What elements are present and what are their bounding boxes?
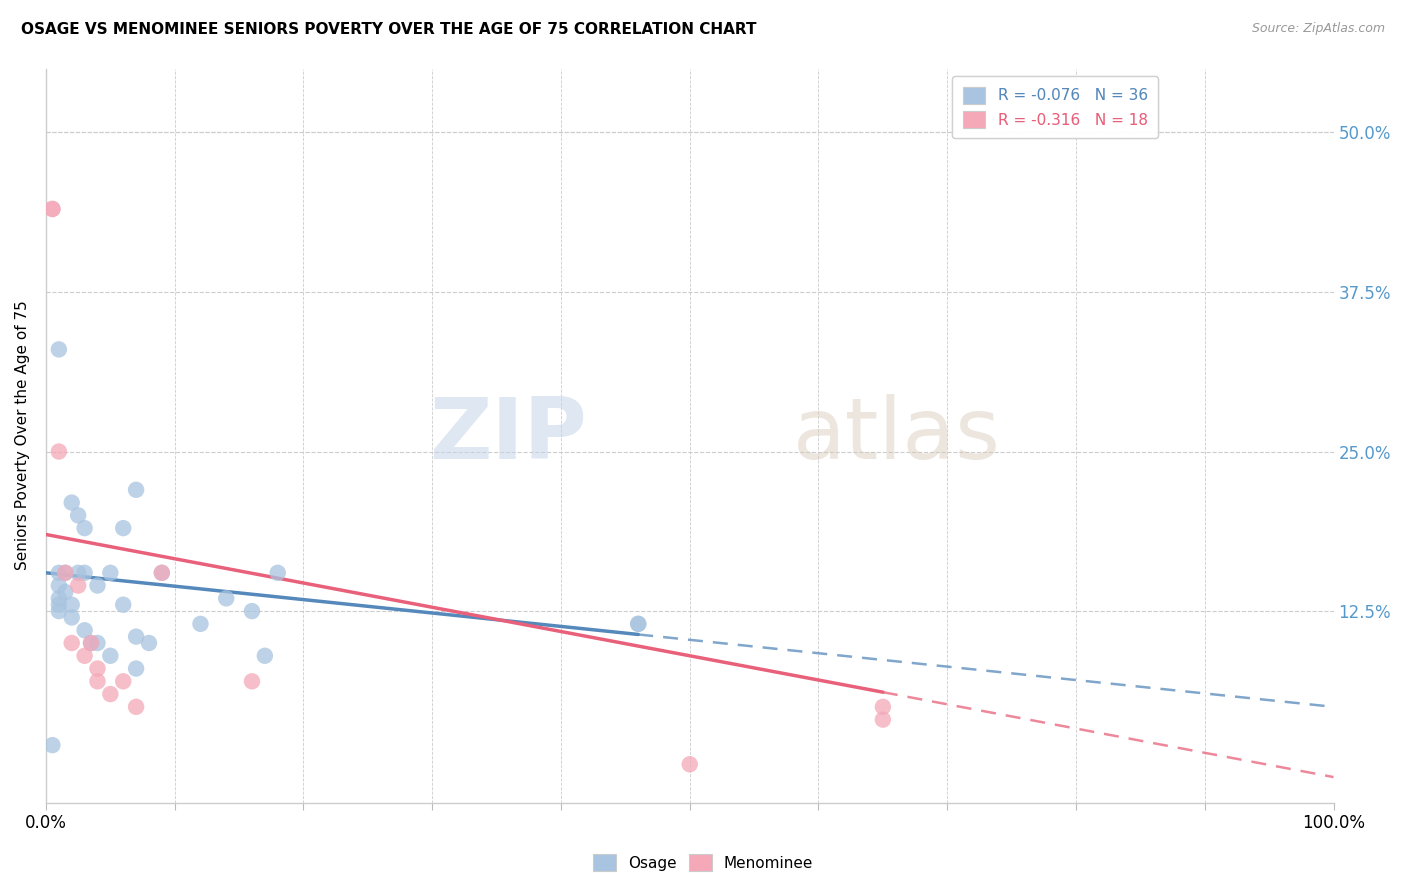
Point bbox=[80, 636, 103, 650]
Point bbox=[41, 202, 63, 216]
Point bbox=[112, 598, 135, 612]
Point bbox=[125, 483, 148, 497]
Point bbox=[73, 566, 96, 580]
Point bbox=[73, 521, 96, 535]
Point bbox=[67, 578, 90, 592]
Point bbox=[190, 616, 212, 631]
Point bbox=[48, 604, 70, 618]
Point bbox=[267, 566, 290, 580]
Point bbox=[253, 648, 276, 663]
Legend: R = -0.076   N = 36, R = -0.316   N = 18: R = -0.076 N = 36, R = -0.316 N = 18 bbox=[952, 76, 1159, 138]
Y-axis label: Seniors Poverty Over the Age of 75: Seniors Poverty Over the Age of 75 bbox=[15, 301, 30, 570]
Point bbox=[73, 648, 96, 663]
Point bbox=[53, 566, 76, 580]
Point bbox=[48, 566, 70, 580]
Point bbox=[48, 598, 70, 612]
Text: Source: ZipAtlas.com: Source: ZipAtlas.com bbox=[1251, 22, 1385, 36]
Point bbox=[215, 591, 238, 606]
Point bbox=[80, 636, 103, 650]
Text: OSAGE VS MENOMINEE SENIORS POVERTY OVER THE AGE OF 75 CORRELATION CHART: OSAGE VS MENOMINEE SENIORS POVERTY OVER … bbox=[21, 22, 756, 37]
Point bbox=[86, 578, 108, 592]
Point bbox=[60, 495, 83, 509]
Point bbox=[98, 648, 121, 663]
Legend: Osage, Menominee: Osage, Menominee bbox=[583, 845, 823, 880]
Point bbox=[86, 661, 108, 675]
Point bbox=[53, 585, 76, 599]
Point bbox=[48, 343, 70, 357]
Point bbox=[872, 699, 894, 714]
Point bbox=[150, 566, 173, 580]
Point bbox=[679, 757, 702, 772]
Point bbox=[41, 202, 63, 216]
Point bbox=[86, 674, 108, 689]
Point bbox=[125, 661, 148, 675]
Text: ZIP: ZIP bbox=[429, 394, 586, 477]
Point bbox=[48, 578, 70, 592]
Point bbox=[240, 604, 263, 618]
Point bbox=[872, 713, 894, 727]
Point bbox=[60, 610, 83, 624]
Point bbox=[73, 624, 96, 638]
Point bbox=[112, 674, 135, 689]
Point bbox=[67, 566, 90, 580]
Point bbox=[112, 521, 135, 535]
Point bbox=[98, 566, 121, 580]
Point bbox=[67, 508, 90, 523]
Point bbox=[138, 636, 160, 650]
Point bbox=[98, 687, 121, 701]
Point bbox=[48, 591, 70, 606]
Text: atlas: atlas bbox=[793, 394, 1001, 477]
Point bbox=[240, 674, 263, 689]
Point bbox=[60, 636, 83, 650]
Point bbox=[86, 636, 108, 650]
Point bbox=[150, 566, 173, 580]
Point bbox=[125, 699, 148, 714]
Point bbox=[627, 616, 650, 631]
Point bbox=[48, 444, 70, 458]
Point bbox=[60, 598, 83, 612]
Point bbox=[53, 566, 76, 580]
Point bbox=[125, 630, 148, 644]
Point bbox=[627, 616, 650, 631]
Point bbox=[41, 738, 63, 752]
